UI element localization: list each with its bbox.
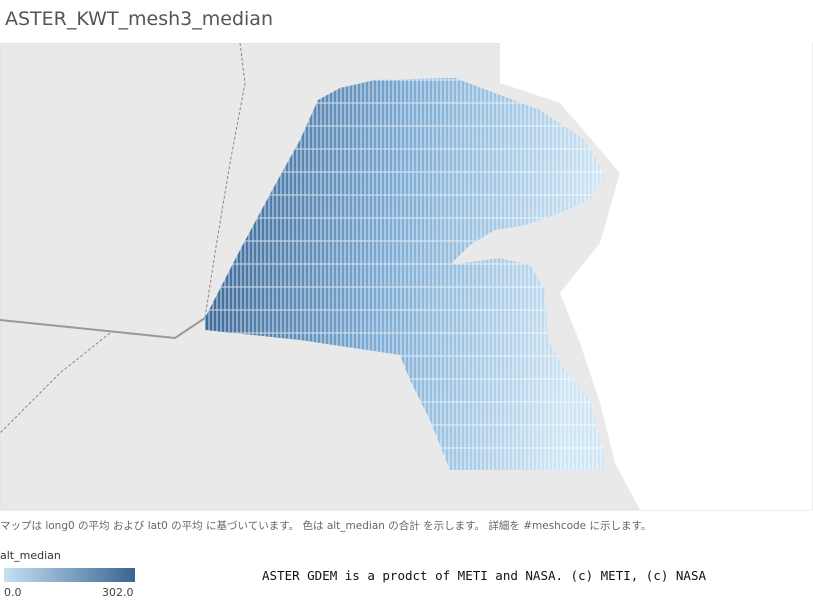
road — [0, 332, 111, 434]
legend-max: 302.0 — [102, 586, 134, 599]
border — [0, 317, 206, 340]
caption: マップは long0 の平均 および lat0 の平均 に基づいています。 色は… — [0, 520, 652, 532]
title: ASTER_KWT_mesh3_median — [5, 8, 273, 30]
road — [204, 43, 246, 319]
credit: ASTER GDEM is a prodct of METI and NASA.… — [262, 568, 707, 583]
sea — [500, 43, 812, 510]
legend-bar — [4, 568, 135, 582]
legend-title: alt_median — [0, 549, 61, 562]
legend-min: 0.0 — [4, 586, 22, 599]
map[interactable] — [0, 43, 813, 511]
